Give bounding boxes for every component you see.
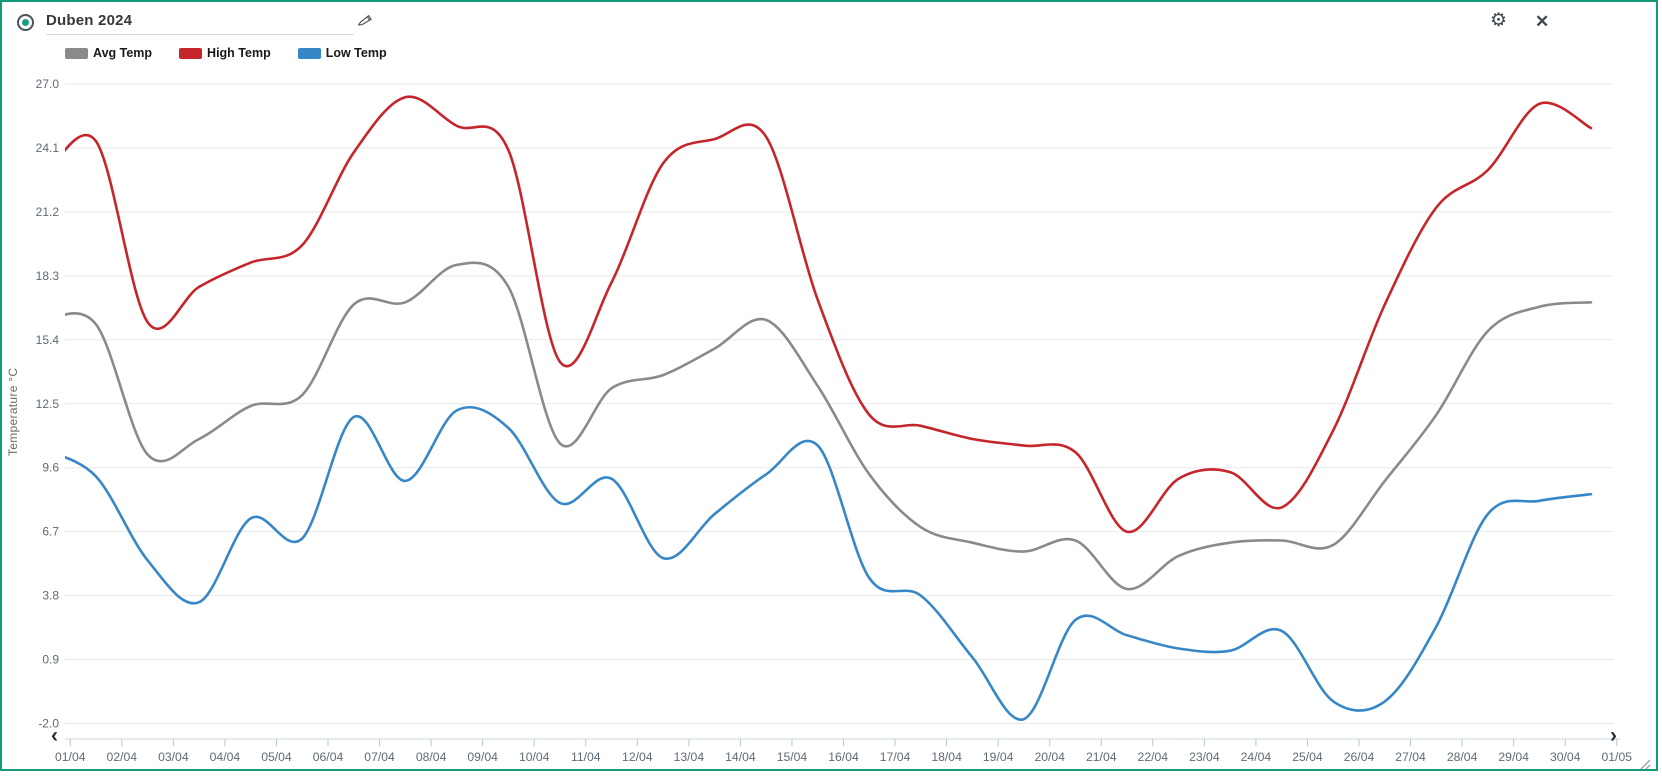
legend-label: Avg Temp: [93, 46, 153, 60]
x-axis-tick-label: 17/04: [880, 750, 911, 764]
x-axis-tick-label: 30/04: [1550, 750, 1581, 764]
status-ring-icon: [17, 14, 34, 31]
x-axis-tick-label: 13/04: [674, 750, 705, 764]
x-axis-tick-label: 09/04: [467, 750, 498, 764]
y-axis-tick-label: 12.5: [36, 397, 60, 411]
y-axis-tick-label: 24.1: [36, 141, 60, 155]
avg-temp-swatch-icon: [65, 47, 88, 59]
x-axis-tick-label: 28/04: [1447, 750, 1478, 764]
x-axis-tick-label: 18/04: [931, 750, 962, 764]
high-temp-swatch-icon: [179, 47, 203, 59]
y-axis-tick-label: 27.0: [36, 77, 60, 91]
x-axis-tick-label: 07/04: [364, 750, 395, 764]
legend-item-high-temp[interactable]: High Temp: [179, 46, 271, 60]
x-axis-tick-label: 21/04: [1086, 750, 1117, 764]
y-axis-tick-label: 3.8: [42, 589, 59, 603]
x-axis-tick-label: 03/04: [158, 750, 189, 764]
chart-title-input[interactable]: Duben 2024: [46, 10, 354, 35]
y-axis-tick-label: 21.2: [36, 205, 60, 219]
low-temp-swatch-icon: [297, 47, 321, 59]
x-axis-tick-label: 04/04: [210, 750, 241, 764]
x-axis-tick-label: 27/04: [1395, 750, 1426, 764]
x-axis-tick-label: 15/04: [777, 750, 808, 764]
x-axis-tick-label: 29/04: [1498, 750, 1529, 764]
x-axis-tick-label: 26/04: [1344, 750, 1375, 764]
x-axis-tick-label: 25/04: [1292, 750, 1323, 764]
y-axis-tick-label: 6.7: [42, 525, 59, 539]
x-axis-tick-label: 19/04: [983, 750, 1014, 764]
legend-item-low-temp[interactable]: Low Temp: [297, 46, 387, 60]
y-axis-tick-label: 9.6: [42, 461, 59, 475]
y-axis-tick-label: -2.0: [38, 717, 59, 731]
x-axis-tick-label: 01/05: [1602, 750, 1633, 764]
x-axis-tick-label: 05/04: [261, 750, 292, 764]
status-dot-icon: [22, 19, 29, 26]
x-axis-tick-label: 14/04: [725, 750, 756, 764]
x-axis-tick-label: 01/04: [55, 750, 86, 764]
x-axis-tick-label: 02/04: [107, 750, 138, 764]
x-axis-tick-label: 24/04: [1241, 750, 1272, 764]
gear-icon[interactable]: ⚙: [1490, 10, 1508, 31]
x-axis-tick-label: 16/04: [828, 750, 859, 764]
legend-item-avg-temp[interactable]: Avg Temp: [65, 46, 152, 60]
y-axis-tick-label: 15.4: [36, 333, 60, 347]
y-axis-tick-label: 18.3: [36, 269, 60, 283]
x-axis-tick-label: 22/04: [1138, 750, 1169, 764]
resize-handle-icon[interactable]: [1636, 755, 1652, 771]
scroll-right-icon[interactable]: ›: [1610, 724, 1617, 747]
legend: Avg Temp High Temp Low Temp: [65, 46, 387, 60]
low-temp-line: [65, 405, 1593, 721]
avg-temp-line: [65, 261, 1593, 591]
legend-label: Low Temp: [325, 46, 387, 60]
legend-label: High Temp: [207, 46, 271, 60]
close-icon[interactable]: ✕: [1535, 12, 1550, 31]
x-axis-tick-label: 10/04: [519, 750, 550, 764]
x-axis-tick-label: 11/04: [571, 750, 601, 764]
x-axis-tick-label: 08/04: [416, 750, 447, 764]
high-temp-line: [65, 95, 1593, 534]
edit-pencil-icon[interactable]: [357, 13, 374, 31]
x-axis-tick-label: 12/04: [622, 750, 653, 764]
scroll-left-icon[interactable]: ‹: [51, 724, 58, 747]
x-axis-tick-label: 06/04: [313, 750, 344, 764]
x-axis-tick-label: 23/04: [1189, 750, 1220, 764]
y-axis-tick-label: 0.9: [42, 653, 59, 667]
x-axis-tick-label: 20/04: [1034, 750, 1065, 764]
